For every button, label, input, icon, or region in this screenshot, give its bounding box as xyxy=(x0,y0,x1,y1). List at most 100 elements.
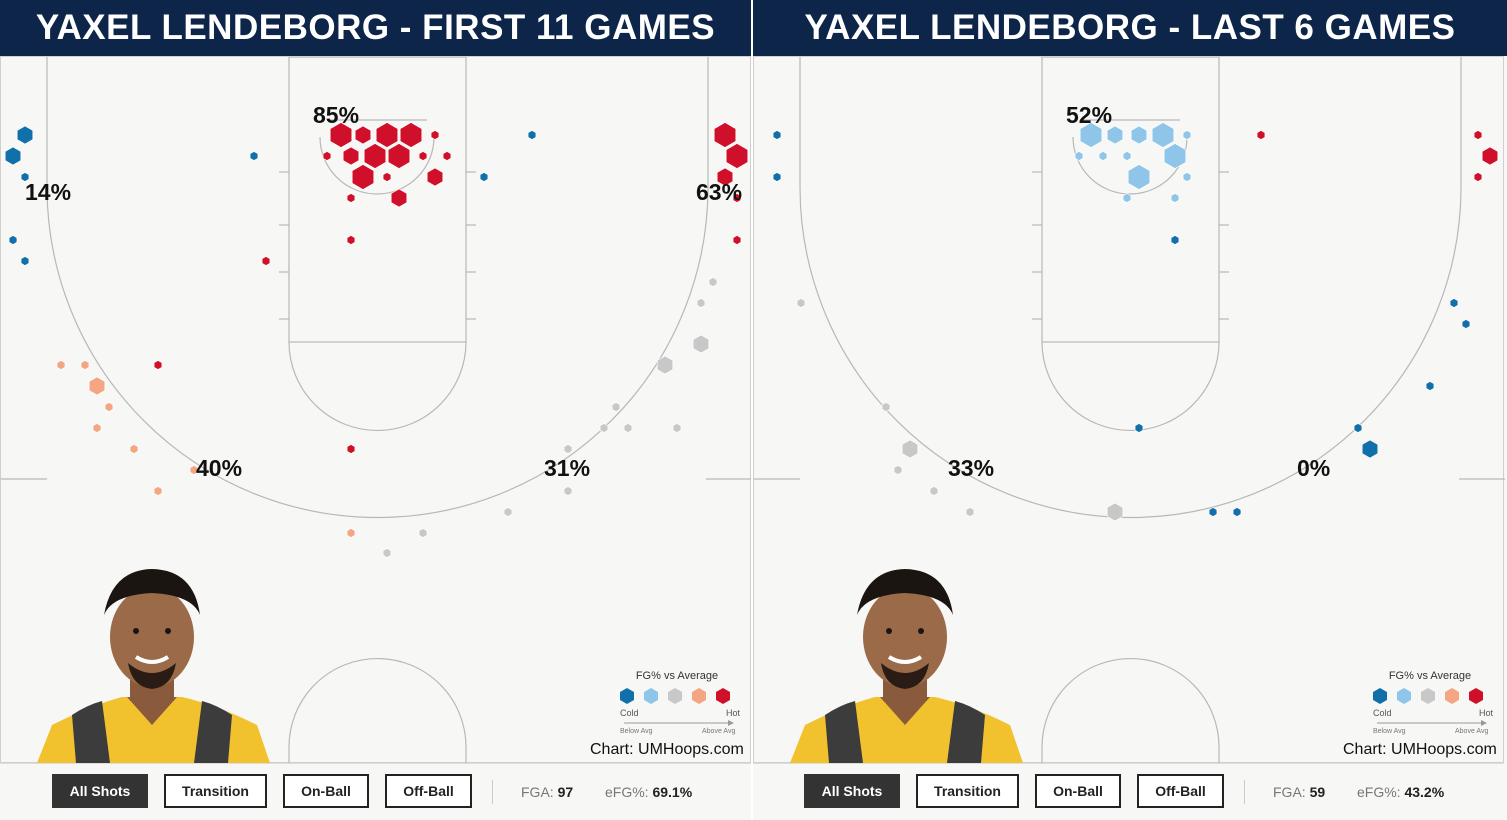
shot-hex-hot xyxy=(322,151,332,161)
chart-title: YAXEL LENDEBORG - FIRST 11 GAMES xyxy=(35,8,716,47)
shot-hex-hot xyxy=(329,122,353,148)
three-point-line xyxy=(799,57,1462,519)
legend-title: FG% vs Average xyxy=(1388,670,1472,682)
shot-hex-cold xyxy=(16,125,34,145)
shot-hex-cool xyxy=(1182,130,1192,140)
legend-hex-cold xyxy=(620,688,634,704)
shot-hex-cold xyxy=(1449,298,1459,308)
shot-hex-warm xyxy=(346,528,356,538)
legend-hex-warm xyxy=(692,688,706,704)
efg-stat: eFG%: 69.1% xyxy=(605,784,692,800)
zone-pct-left-wing-three: 40% xyxy=(196,455,243,481)
shot-hex-hot xyxy=(426,167,444,187)
shot-hex-hot xyxy=(363,143,387,169)
title-bar: YAXEL LENDEBORG - LAST 6 GAMES xyxy=(753,0,1507,56)
shot-hex-hot xyxy=(261,256,271,266)
legend-arrow xyxy=(624,720,734,726)
legend-cold-label: Cold xyxy=(1373,708,1392,718)
legend-hex-scale xyxy=(1373,688,1483,704)
shot-hex-hot xyxy=(725,143,749,169)
fga-label: FGA: xyxy=(1273,784,1306,800)
shot-hex-cold xyxy=(249,151,259,161)
three-point-line xyxy=(46,57,709,519)
shot-hex-cold xyxy=(1353,423,1363,433)
shot-hex-warm xyxy=(92,423,102,433)
center-circle xyxy=(288,657,467,764)
legend-arrow xyxy=(1377,720,1487,726)
shot-hex-cool xyxy=(1163,143,1187,169)
shot-hex-neutral xyxy=(1106,502,1124,522)
shot-hex-cool xyxy=(1079,122,1103,148)
shot-hex-hot xyxy=(1256,130,1266,140)
shot-hex-hot xyxy=(732,235,742,245)
on-ball-button[interactable]: On-Ball xyxy=(283,774,369,808)
shot-hex-neutral xyxy=(563,486,573,496)
center-circle xyxy=(1041,657,1220,764)
off-ball-button[interactable]: Off-Ball xyxy=(385,774,472,808)
shot-hex-neutral xyxy=(656,355,674,375)
shot-hex-neutral xyxy=(503,507,513,517)
zone-pct-right-corner-three: 63% xyxy=(696,179,743,205)
hex-layer xyxy=(4,122,749,558)
court-lines xyxy=(1,57,752,764)
legend-title: FG% vs Average xyxy=(635,670,719,682)
efg-label: eFG%: xyxy=(1357,784,1401,800)
shot-hex-cold xyxy=(1208,507,1218,517)
hex-layer xyxy=(772,122,1499,522)
efg-label: eFG%: xyxy=(605,784,649,800)
shot-hex-hot xyxy=(342,146,360,166)
shot-hex-neutral xyxy=(623,423,633,433)
shot-hex-cold xyxy=(8,235,18,245)
shot-hex-warm xyxy=(129,444,139,454)
shot-hex-neutral xyxy=(929,486,939,496)
shot-hex-hot xyxy=(351,164,375,190)
shot-hex-neutral xyxy=(418,528,428,538)
shot-hex-neutral xyxy=(796,298,806,308)
shot-hex-neutral xyxy=(611,402,621,412)
shot-hex-neutral xyxy=(672,423,682,433)
title-bar: YAXEL LENDEBORG - FIRST 11 GAMES xyxy=(0,0,751,56)
efg-stat: eFG%: 43.2% xyxy=(1357,784,1444,800)
shot-hex-hot xyxy=(1481,146,1499,166)
shot-hex-hot xyxy=(387,143,411,169)
legend-hex-neutral xyxy=(1421,688,1435,704)
legend-hot-label: Hot xyxy=(726,708,741,718)
legend-hex-neutral xyxy=(668,688,682,704)
shot-hex-cold xyxy=(772,130,782,140)
zone-pct-right-wing-three: 31% xyxy=(544,455,591,481)
shot-hex-cold xyxy=(1461,319,1471,329)
off-ball-button[interactable]: Off-Ball xyxy=(1137,774,1224,808)
shot-hex-neutral xyxy=(881,402,891,412)
restricted-arc xyxy=(319,136,435,195)
free-throw-circle xyxy=(288,341,467,432)
shot-hex-hot xyxy=(346,235,356,245)
legend-hex-hot xyxy=(716,688,730,704)
legend-hex-cool xyxy=(644,688,658,704)
filter-controls: All Shots Transition On-Ball Off-Ball FG… xyxy=(0,763,751,820)
shot-hex-cool xyxy=(1106,125,1124,145)
court xyxy=(753,56,1505,764)
shot-hex-hot xyxy=(354,125,372,145)
legend-hot-label: Hot xyxy=(1479,708,1494,718)
all-shots-button[interactable]: All Shots xyxy=(52,774,148,808)
separator xyxy=(492,780,493,804)
all-shots-button[interactable]: All Shots xyxy=(804,774,900,808)
shot-hex-cool xyxy=(1127,164,1151,190)
lane xyxy=(1041,57,1220,343)
separator xyxy=(1244,780,1245,804)
fga-label: FGA: xyxy=(521,784,554,800)
on-ball-button[interactable]: On-Ball xyxy=(1035,774,1121,808)
shot-hex-hot xyxy=(442,151,452,161)
transition-button[interactable]: Transition xyxy=(164,774,267,808)
shot-hex-neutral xyxy=(893,465,903,475)
court xyxy=(0,56,752,764)
shot-hex-neutral xyxy=(696,298,706,308)
shot-hex-warm xyxy=(80,360,90,370)
shot-hex-hot xyxy=(382,172,392,182)
legend-hex-scale xyxy=(620,688,730,704)
shot-hex-cold xyxy=(1232,507,1242,517)
transition-button[interactable]: Transition xyxy=(916,774,1019,808)
shot-hex-cold xyxy=(1361,439,1379,459)
shot-hex-warm xyxy=(56,360,66,370)
shot-hex-cool xyxy=(1130,125,1148,145)
